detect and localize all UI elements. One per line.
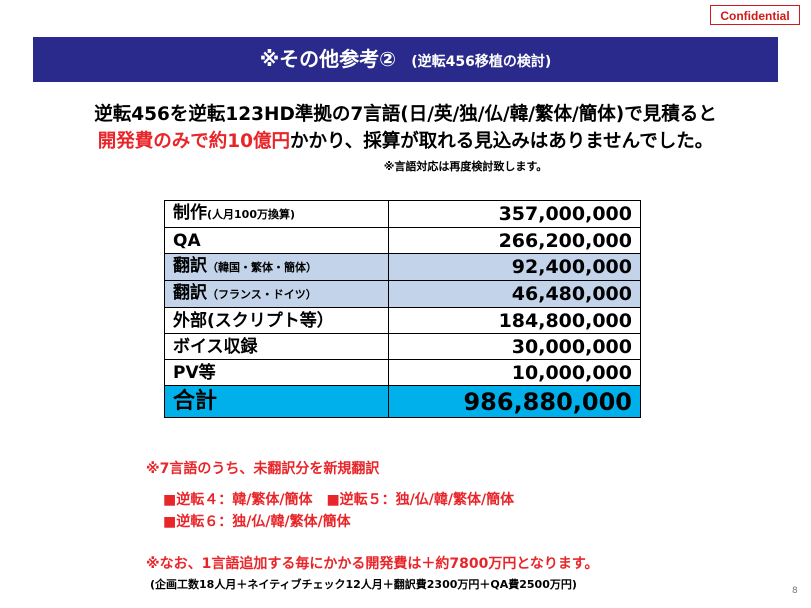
row-label: 翻訳（韓国・繁体・簡体）: [164, 253, 389, 281]
row-label: 合計: [164, 385, 389, 418]
row-label: QA: [164, 227, 389, 254]
row-label: 制作(人月100万換算): [164, 200, 389, 228]
row-label-note: （韓国・繁体・簡体）: [207, 261, 317, 274]
cost-table: 制作(人月100万換算) 357,000,000 QA 266,200,000 翻訳（韓…: [164, 200, 641, 418]
row-value: 986,880,000: [388, 385, 641, 418]
note-gyakuten-4-5: ■逆転４：韓/繁体/簡体 ■逆転５：独/仏/韓/繁体/簡体: [163, 492, 515, 508]
headline-highlight: 開発費のみで約10億円: [97, 131, 290, 152]
row-label: ボイス収録: [164, 333, 389, 360]
row-label-text: 翻訳: [173, 256, 207, 276]
slide-title: ※その他参考②: [259, 47, 397, 71]
row-label-text: 合計: [173, 388, 218, 414]
note-cost-breakdown: (企画工数18人月＋ネイティブチェック12人月＋翻訳費2300万円＋QA費250…: [150, 578, 577, 591]
row-value: 266,200,000: [388, 227, 641, 254]
row-label-text: QA: [173, 230, 201, 251]
headline-line-2: 開発費のみで約10億円かかり、採算が取れる見込みはありませんでした。: [0, 127, 811, 153]
headline-note: ※言語対応は再度検討致します。: [0, 158, 811, 174]
row-label-note: (人月100万換算): [207, 208, 296, 221]
note-translation: ※7言語のうち、未翻訳分を新規翻訳: [146, 461, 380, 477]
row-value: 30,000,000: [388, 333, 641, 360]
title-bar: ※その他参考② (逆転456移植の検討): [33, 37, 778, 82]
row-value: 92,400,000: [388, 253, 641, 281]
table-row: 制作(人月100万換算) 357,000,000: [164, 200, 641, 228]
row-label-text: ボイス収録: [173, 336, 258, 357]
row-value: 46,480,000: [388, 280, 641, 308]
row-label: 翻訳（フランス・ドイツ）: [164, 280, 389, 308]
note-gyakuten-6: ■逆転６：独/仏/韓/繁体/簡体: [163, 514, 351, 530]
headline-line-2-rest: かかり、採算が取れる見込みはありませんでした。: [289, 131, 714, 152]
page-number: 8: [792, 586, 798, 596]
table-row: 翻訳（フランス・ドイツ） 46,480,000: [164, 280, 641, 308]
row-label: 外部(スクリプト等）: [164, 307, 389, 334]
table-row: 翻訳（韓国・繁体・簡体） 92,400,000: [164, 253, 641, 281]
row-label-text: 制作: [173, 203, 207, 223]
headline-note-text: ※言語対応は再度検討致します。: [383, 160, 548, 173]
row-label-text: PV等: [173, 362, 216, 383]
row-label-text: 翻訳: [173, 283, 207, 303]
note-additional-cost: ※なお、1言語追加する毎にかかる開発費は＋約7800万円となります。: [146, 556, 599, 572]
table-row: 外部(スクリプト等） 184,800,000: [164, 307, 641, 334]
headline-line-1: 逆転456を逆転123HD準拠の7言語(日/英/独/仏/韓/繁体/簡体)で見積る…: [94, 104, 717, 125]
total-row: 合計 986,880,000: [164, 385, 641, 418]
row-value: 10,000,000: [388, 359, 641, 386]
confidential-badge: Confidential: [710, 5, 800, 25]
row-label-note: （フランス・ドイツ）: [207, 288, 317, 301]
row-label-text: 外部(スクリプト等）: [173, 310, 334, 331]
row-value: 357,000,000: [388, 200, 641, 228]
table-row: ボイス収録 30,000,000: [164, 333, 641, 360]
row-label: PV等: [164, 359, 389, 386]
table-row: PV等 10,000,000: [164, 359, 641, 386]
slide-subtitle: (逆転456移植の検討): [411, 54, 552, 70]
table-row: QA 266,200,000: [164, 227, 641, 254]
row-value: 184,800,000: [388, 307, 641, 334]
